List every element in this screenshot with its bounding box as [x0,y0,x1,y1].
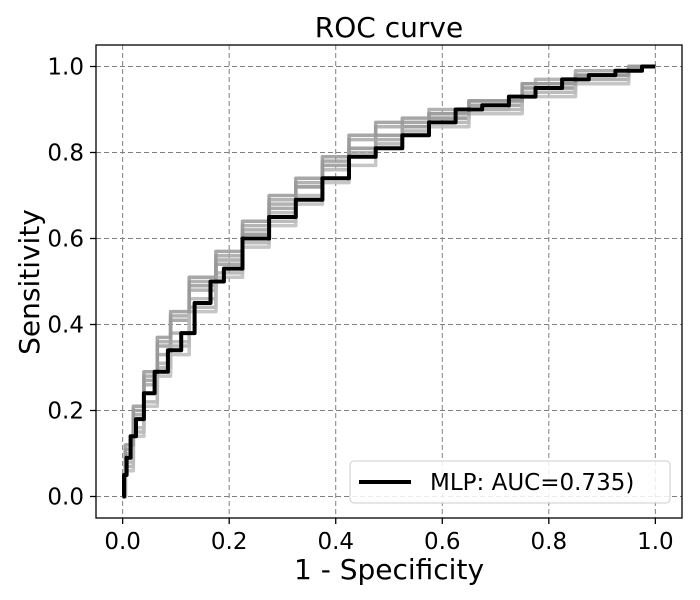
y-tick-label: 0.6 [47,227,84,253]
x-tick-label: 0.4 [317,529,354,555]
x-tick-label: 0.8 [531,529,568,555]
x-tick-label: 1.0 [637,529,674,555]
x-tick-label: 0.2 [211,529,248,555]
y-tick-label: 0.8 [47,141,84,167]
y-axis-label: Sensitivity [13,209,46,355]
x-tick-label: 0.0 [104,529,141,555]
y-tick-label: 0.2 [47,399,84,425]
plot-frame [95,44,683,519]
series-lines [122,64,656,499]
y-axis-ticks: 0.0 0.2 0.4 0.6 0.8 1.0 [47,55,96,511]
legend: MLP: AUC=0.735) [349,460,671,504]
y-tick-label: 1.0 [47,55,84,81]
x-tick-label: 0.6 [424,529,461,555]
mlp-roc-curve [122,64,656,499]
x-axis-label: 1 - Specificity [294,553,484,586]
y-tick-label: 0.0 [47,485,84,511]
y-tick-label: 0.4 [47,313,84,339]
legend-entry-mlp: MLP: AUC=0.735) [430,470,634,496]
chart-title: ROC curve [315,11,463,44]
grid [96,45,682,518]
legend-box [349,460,671,504]
fold-curve-5 [122,64,656,499]
x-axis-ticks: 0.0 0.2 0.4 0.6 0.8 1.0 [104,518,674,555]
